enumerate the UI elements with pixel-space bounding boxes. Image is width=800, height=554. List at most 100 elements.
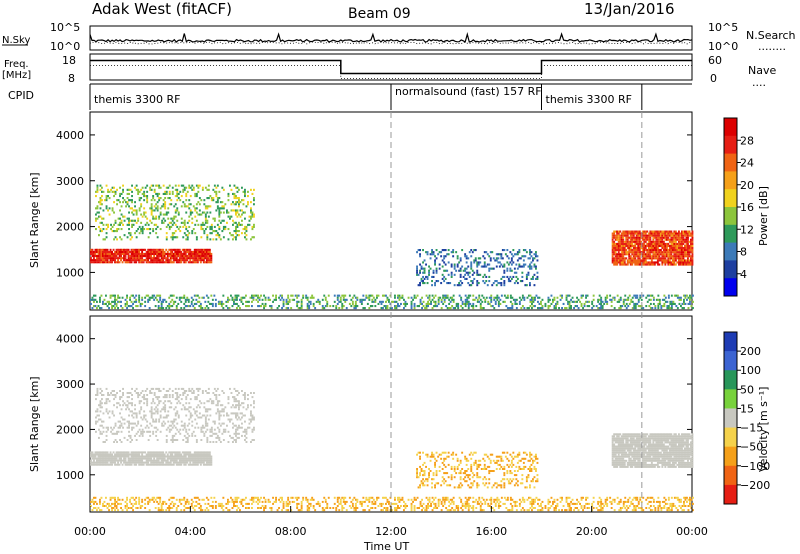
power-cell [662,236,665,239]
power-cell [650,255,653,258]
power-ylabel: Slant Range [km] [28,172,41,268]
power-cell [206,197,209,200]
power-cell [661,242,664,245]
velocity-cell [232,412,234,415]
velocity-cell [631,445,634,448]
power-cell [519,265,522,268]
velocity-cell [631,441,634,444]
power-cell [470,284,473,287]
power-cell [673,247,676,250]
power-cell [106,300,109,303]
velocity-cell [94,455,97,458]
power-cell [187,261,190,264]
velocity-cell [616,449,619,452]
velocity-cell [150,414,153,417]
velocity-cell [206,439,209,441]
power-cell [684,294,687,297]
velocity-cell [93,453,95,456]
power-cell [549,305,551,308]
power-cell [195,207,198,210]
power-cell [613,249,616,252]
power-cell [679,236,682,239]
velocity-cell [94,463,97,466]
power-cell [497,282,500,285]
velocity-cell [197,416,200,419]
power-cell [664,300,667,303]
velocity-cell [123,455,125,458]
power-cell [644,249,647,252]
velocity-cell [146,387,149,390]
power-cell [507,277,510,280]
power-cell [354,296,357,299]
power-cell [670,247,673,250]
velocity-cell [616,445,619,448]
velocity-cell [168,394,171,396]
velocity-cell [235,398,237,401]
power-cell [172,300,175,303]
power-cell [485,275,488,278]
power-cell [108,257,110,260]
velocity-cell [229,420,231,423]
power-cell [236,215,239,218]
power-cell [568,300,571,303]
power-cell [123,248,125,251]
power-cell [227,215,230,218]
power-cell [185,186,188,189]
power-cell [202,296,205,299]
power-cell [444,263,447,266]
power-cell [169,250,172,253]
power-cell [692,300,694,303]
power-cell [165,213,168,216]
power-cell [113,186,115,189]
power-cell [203,230,206,233]
velocity-cell [144,455,147,458]
power-cell [510,259,513,262]
power-cell [429,257,432,260]
velocity-cell [147,461,150,464]
velocity-cell [101,390,103,392]
velocity-cell [153,402,156,405]
power-cell [190,300,193,303]
power-cell [391,300,393,303]
velocity-cell [141,432,144,435]
velocity-cell [153,457,156,460]
velocity-cell [236,428,239,431]
power-cell [662,234,665,237]
power-cell [419,253,421,256]
power-cell [464,253,467,256]
power-cell [617,257,620,260]
power-cell [196,294,199,297]
velocity-cell [239,418,242,421]
power-cell [382,300,384,303]
velocity-cell [159,410,162,413]
power-cell [647,251,650,254]
power-cell [678,259,680,262]
power-cell [132,259,134,262]
power-cell [94,248,97,251]
power-cell [180,307,183,310]
power-cell [416,271,418,274]
power-cell [480,265,483,268]
power-cell [179,225,182,228]
power-cell [614,230,617,233]
power-cell [431,284,433,287]
velocity-cell [182,394,185,396]
power-cell [149,228,152,231]
velocity-cell [177,416,180,419]
power-cell [679,255,682,258]
power-cell [210,257,213,260]
velocity-cell [93,457,95,460]
velocity-cell [631,463,634,466]
velocity-cell [113,398,115,401]
power-cell [664,261,667,264]
power-cell [637,230,640,233]
velocity-cell [631,465,634,468]
velocity-cell [97,461,100,464]
power-cell [426,251,429,254]
power-cell [625,251,628,254]
velocity-cell [126,439,129,441]
velocity-cell [150,453,153,456]
freq-series [90,59,692,79]
power-cell [637,305,640,308]
power-cell [114,261,116,264]
